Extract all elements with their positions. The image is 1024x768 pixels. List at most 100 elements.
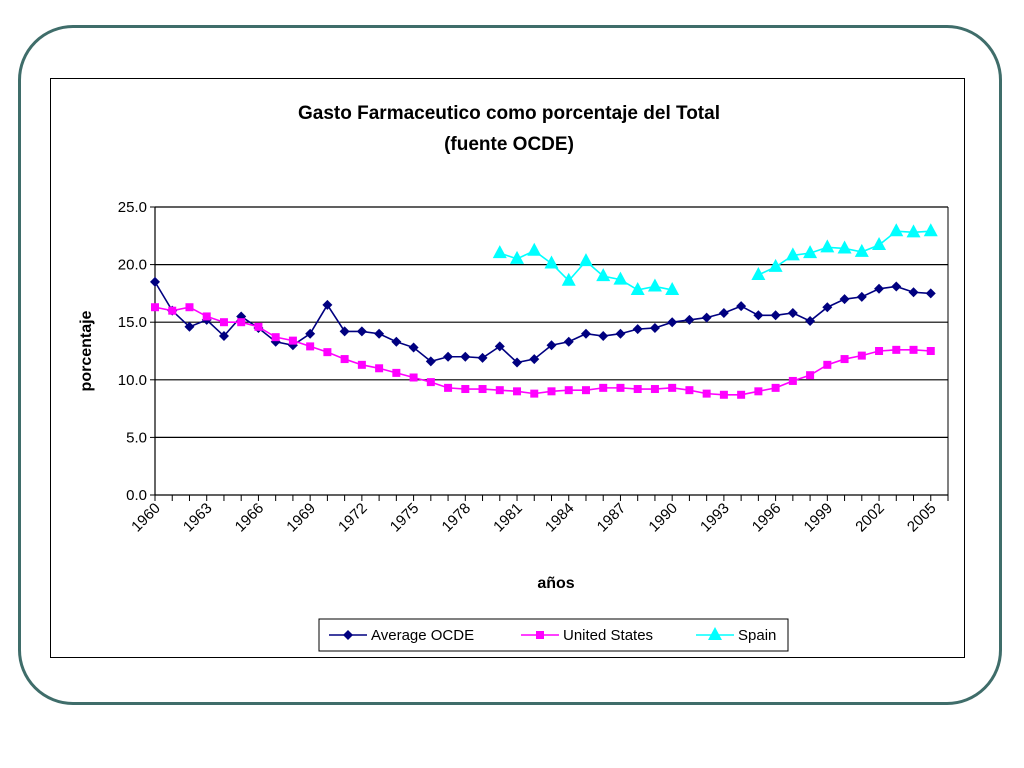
data-point <box>323 348 332 357</box>
legend-marker <box>536 631 544 639</box>
data-point <box>340 355 349 364</box>
data-point <box>891 281 902 292</box>
data-point <box>875 347 884 355</box>
data-point <box>288 336 297 345</box>
data-point <box>392 368 401 377</box>
data-point <box>494 341 505 352</box>
y-tick-label: 5.0 <box>126 429 147 446</box>
data-point <box>785 247 800 261</box>
legend: Average OCDE United States Spain <box>318 618 789 652</box>
data-point <box>753 310 764 321</box>
data-point <box>788 376 797 385</box>
data-point <box>840 355 849 364</box>
data-point <box>409 373 418 382</box>
chart-svg: Gasto Farmaceutico como porcentaje del T… <box>78 103 949 652</box>
series-line <box>154 306 931 396</box>
slide-frame <box>18 25 1002 705</box>
data-point <box>544 255 559 269</box>
x-tick-label: 2005 <box>904 500 940 536</box>
x-tick-label: 1978 <box>439 500 475 536</box>
chart-area: Gasto Farmaceutico como porcentaje del T… <box>50 78 965 658</box>
data-point <box>754 387 763 396</box>
y-axis-title: porcentaje <box>78 310 95 391</box>
y-tick-label: 25.0 <box>118 199 147 216</box>
data-point <box>889 223 904 237</box>
data-point <box>561 272 576 286</box>
data-point <box>803 245 818 259</box>
data-point <box>667 317 678 328</box>
data-point <box>839 294 850 305</box>
legend-label: United States <box>563 627 653 644</box>
data-point <box>461 385 470 394</box>
data-point <box>596 268 611 282</box>
data-point <box>771 383 780 392</box>
data-point <box>513 387 522 396</box>
data-point <box>527 242 542 256</box>
data-point <box>630 281 645 295</box>
data-point <box>530 389 539 398</box>
y-tick-label: 20.0 <box>118 257 147 274</box>
data-point <box>237 318 246 327</box>
data-point <box>443 351 454 362</box>
data-point <box>647 278 662 292</box>
data-point <box>649 322 660 333</box>
data-point <box>478 385 487 394</box>
data-point <box>202 312 211 321</box>
legend-marker <box>343 630 353 640</box>
chart-title: Gasto Farmaceutico como porcentaje del T… <box>298 103 720 124</box>
x-tick-label: 1960 <box>128 500 164 536</box>
data-point <box>599 383 608 392</box>
gridlines <box>155 206 948 438</box>
data-point <box>426 378 435 387</box>
data-point <box>908 287 919 298</box>
data-point <box>306 342 315 351</box>
x-tick-label: 1966 <box>232 500 268 536</box>
x-tick-label: 1975 <box>387 500 423 536</box>
data-point <box>492 245 507 259</box>
data-point <box>856 291 867 302</box>
series-line <box>154 281 931 364</box>
data-point <box>546 340 557 351</box>
data-point <box>751 266 766 280</box>
x-tick-label: 1999 <box>801 500 837 536</box>
data-point <box>150 276 160 287</box>
x-tick-label: 1987 <box>594 500 630 536</box>
x-tick-label: 1969 <box>283 500 319 536</box>
legend-label: Average OCDE <box>371 627 474 644</box>
data-point <box>408 342 419 353</box>
data-point <box>356 326 367 337</box>
data-point <box>613 271 628 285</box>
data-point <box>616 383 625 392</box>
data-point <box>874 283 885 294</box>
data-point <box>547 387 556 396</box>
data-point <box>615 328 626 339</box>
data-point <box>578 253 593 267</box>
data-point <box>374 328 385 339</box>
data-point <box>168 306 177 315</box>
x-tick-label: 1963 <box>180 500 216 536</box>
data-point <box>305 328 316 339</box>
data-point <box>375 364 384 373</box>
data-point <box>580 328 591 339</box>
x-tick-label: 1990 <box>645 500 681 536</box>
data-point <box>926 347 935 355</box>
data-point <box>837 240 852 254</box>
data-point <box>254 322 263 331</box>
data-point <box>512 357 523 368</box>
data-point <box>444 383 453 392</box>
data-point <box>857 351 866 360</box>
data-point <box>805 316 816 327</box>
x-tick-label: 1993 <box>697 500 733 536</box>
data-point <box>510 250 525 264</box>
data-point <box>820 239 835 253</box>
data-point <box>151 303 159 312</box>
data-point <box>806 371 815 380</box>
data-point <box>718 307 729 318</box>
data-point <box>822 302 833 313</box>
series-united-states <box>151 303 935 399</box>
data-point <box>357 360 366 369</box>
data-point <box>719 390 728 399</box>
y-tick-label: 10.0 <box>118 372 147 389</box>
series-spain <box>492 223 938 295</box>
data-point <box>598 331 609 342</box>
